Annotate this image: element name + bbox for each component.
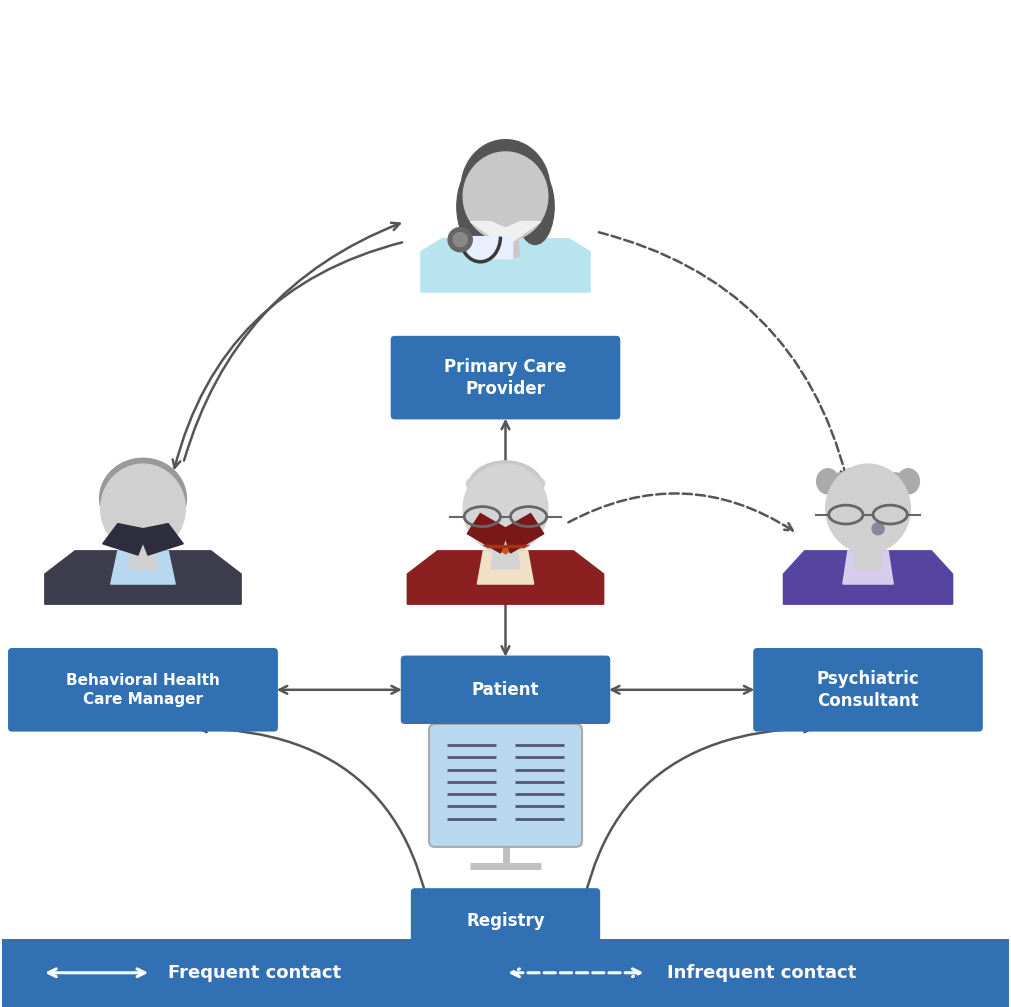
Polygon shape (470, 222, 511, 243)
Ellipse shape (101, 464, 185, 553)
Text: Frequent contact: Frequent contact (168, 964, 342, 982)
Polygon shape (491, 235, 520, 257)
FancyBboxPatch shape (753, 649, 983, 731)
Ellipse shape (830, 473, 852, 498)
Polygon shape (467, 514, 509, 553)
Ellipse shape (527, 477, 545, 489)
Polygon shape (784, 551, 952, 604)
Ellipse shape (826, 464, 910, 553)
FancyBboxPatch shape (468, 237, 513, 259)
FancyBboxPatch shape (2, 939, 1009, 1007)
Polygon shape (500, 222, 541, 243)
Ellipse shape (516, 168, 554, 245)
Polygon shape (502, 514, 544, 553)
Text: Infrequent contact: Infrequent contact (666, 964, 856, 982)
Text: Registry: Registry (466, 912, 545, 930)
Polygon shape (490, 544, 521, 554)
Circle shape (872, 523, 885, 535)
Polygon shape (477, 551, 534, 584)
Circle shape (448, 228, 472, 252)
Polygon shape (111, 551, 175, 584)
Ellipse shape (838, 473, 898, 514)
Ellipse shape (463, 464, 548, 553)
Ellipse shape (457, 168, 495, 245)
Ellipse shape (467, 461, 544, 516)
Polygon shape (44, 551, 242, 604)
FancyBboxPatch shape (390, 335, 621, 419)
Text: Patient: Patient (472, 681, 539, 699)
Ellipse shape (870, 477, 893, 502)
Polygon shape (854, 547, 883, 569)
Polygon shape (103, 524, 148, 555)
FancyBboxPatch shape (8, 649, 278, 731)
FancyBboxPatch shape (429, 724, 582, 847)
FancyBboxPatch shape (400, 656, 611, 724)
Ellipse shape (463, 152, 548, 241)
Ellipse shape (897, 469, 919, 494)
Polygon shape (843, 551, 893, 584)
Text: Psychiatric
Consultant: Psychiatric Consultant (817, 670, 919, 710)
Text: Primary Care
Provider: Primary Care Provider (444, 357, 567, 398)
Ellipse shape (100, 458, 186, 539)
Polygon shape (407, 551, 604, 604)
Polygon shape (421, 239, 590, 292)
Ellipse shape (884, 473, 906, 498)
Ellipse shape (857, 481, 880, 506)
Polygon shape (128, 547, 157, 569)
Circle shape (453, 233, 467, 247)
FancyBboxPatch shape (410, 888, 601, 955)
Text: Behavioral Health
Care Manager: Behavioral Health Care Manager (66, 673, 220, 707)
Polygon shape (491, 547, 520, 569)
Ellipse shape (817, 469, 839, 494)
Ellipse shape (843, 477, 865, 502)
Ellipse shape (466, 477, 484, 489)
Ellipse shape (461, 140, 550, 237)
Polygon shape (137, 524, 183, 555)
